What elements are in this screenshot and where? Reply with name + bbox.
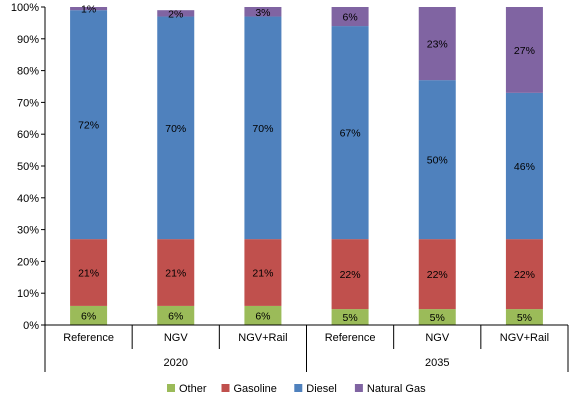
data-label-natural-gas-6: 27%	[514, 45, 535, 57]
bar-gasoline-4	[331, 239, 369, 310]
data-label-natural-gas-5: 23%	[427, 39, 448, 51]
y-tick-label: 80%	[17, 66, 39, 78]
bar-diesel-6	[505, 92, 543, 240]
bar-diesel-4	[331, 26, 369, 240]
data-label-natural-gas-1: 1%	[81, 4, 96, 16]
legend: Other Gasoline Diesel Natural Gas	[167, 383, 426, 395]
x-axis: Reference NGV NGV+Rail Reference NGV NGV+Rail…	[44, 324, 569, 372]
legend-label-natural-gas: Natural Gas	[367, 383, 426, 395]
legend-label-gasoline: Gasoline	[234, 383, 277, 395]
data-label-gasoline-1: 21%	[78, 268, 99, 280]
data-label-other-1: 6%	[81, 310, 96, 322]
legend-swatch-diesel	[294, 384, 303, 392]
category-label-2: NGV	[164, 332, 189, 344]
bar-diesel-2	[157, 16, 195, 240]
data-label-diesel-1: 72%	[78, 120, 99, 132]
bar-other-2	[157, 305, 195, 325]
data-label-other-2: 6%	[168, 310, 183, 322]
group-label-2: 2035	[425, 357, 449, 369]
y-tick-label: 60%	[17, 129, 39, 141]
data-label-natural-gas-3: 3%	[255, 7, 270, 19]
bar-other-1	[70, 305, 108, 325]
category-label-4: Reference	[325, 332, 376, 344]
y-tick-label: 100%	[11, 2, 39, 14]
bar-other-6	[505, 309, 543, 325]
y-tick-label: 40%	[17, 193, 39, 205]
category-label-5: NGV	[425, 332, 450, 344]
bar-natural-gas-2	[157, 10, 195, 17]
data-label-diesel-4: 67%	[340, 128, 361, 140]
bar-diesel-3	[244, 16, 282, 240]
bar-other-5	[418, 309, 456, 325]
bar-other-3	[244, 305, 282, 325]
bar-gasoline-6	[505, 239, 543, 310]
data-label-natural-gas-4: 6%	[342, 12, 357, 24]
data-label-gasoline-3: 21%	[252, 268, 273, 280]
category-label-6: NGV+Rail	[500, 332, 549, 344]
data-label-gasoline-4: 22%	[340, 269, 361, 281]
data-label-gasoline-2: 21%	[165, 268, 186, 280]
plot-area: 6% 21% 72% 1% 6% 21% 70% 2% 6% 21% 70% 3% 5% 22% 67% 6%…	[70, 4, 543, 325]
category-label-3: NGV+Rail	[238, 332, 287, 344]
legend-label-diesel: Diesel	[306, 383, 337, 395]
bar-gasoline-3	[244, 239, 282, 306]
y-tick-label: 70%	[17, 97, 39, 109]
data-label-diesel-2: 70%	[165, 123, 186, 135]
y-tick-label: 0%	[23, 320, 39, 332]
data-label-gasoline-6: 22%	[514, 269, 535, 281]
data-label-other-3: 6%	[255, 310, 270, 322]
bar-gasoline-1	[70, 239, 108, 306]
legend-label-other: Other	[179, 383, 207, 395]
y-tick-label: 10%	[17, 288, 39, 300]
data-label-diesel-5: 50%	[427, 155, 448, 167]
bar-natural-gas-6	[505, 7, 543, 93]
y-tick-label: 90%	[17, 34, 39, 46]
data-label-other-5: 5%	[430, 312, 445, 324]
bar-natural-gas-3	[244, 7, 282, 17]
bar-other-4	[331, 309, 369, 325]
y-tick-label: 30%	[17, 225, 39, 237]
data-label-natural-gas-2: 2%	[168, 8, 183, 20]
legend-swatch-natural-gas	[354, 384, 363, 392]
legend-swatch-other	[167, 384, 175, 392]
group-label-1: 2020	[164, 357, 188, 369]
data-label-other-4: 5%	[342, 312, 357, 324]
legend-swatch-gasoline	[221, 384, 230, 392]
data-label-other-6: 5%	[517, 312, 532, 324]
data-label-gasoline-5: 22%	[427, 269, 448, 281]
bar-gasoline-2	[157, 239, 195, 306]
y-axis: 0% 10% 20% 30% 40% 50% 60% 70% 80% 90% 100%	[11, 2, 46, 332]
y-tick-label: 50%	[17, 161, 39, 173]
bar-diesel-1	[70, 10, 108, 240]
y-tick-label: 20%	[17, 256, 39, 268]
bar-natural-gas-1	[70, 7, 108, 11]
bar-diesel-5	[418, 80, 456, 240]
data-label-diesel-6: 46%	[514, 161, 535, 173]
data-label-diesel-3: 70%	[252, 123, 273, 135]
category-label-1: Reference	[63, 332, 114, 344]
bar-gasoline-5	[418, 239, 456, 310]
bar-natural-gas-5	[418, 7, 456, 81]
bar-natural-gas-4	[331, 7, 369, 27]
